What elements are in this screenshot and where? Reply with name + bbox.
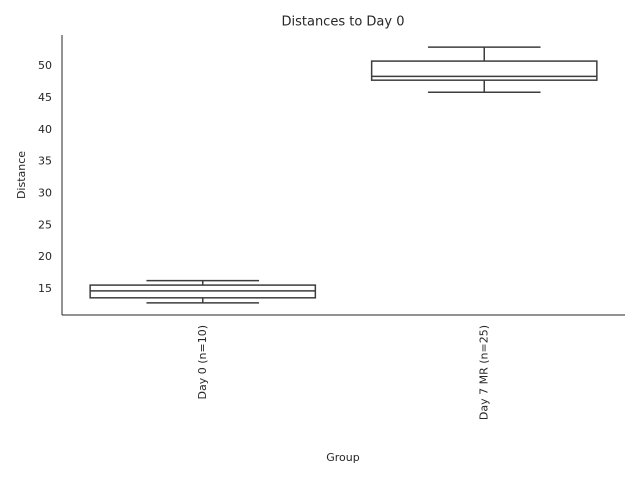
y-tick-label: 15 xyxy=(38,282,52,295)
y-tick-label: 50 xyxy=(38,59,52,72)
x-tick-label: Day 0 (n=10) xyxy=(196,325,209,399)
box xyxy=(370,60,598,81)
x-tick-label: Day 7 MR (n=25) xyxy=(477,325,490,420)
y-axis-label: Distance xyxy=(15,151,28,199)
y-tick-label: 35 xyxy=(38,155,52,168)
y-tick-label: 40 xyxy=(38,123,52,136)
y-tick-label: 45 xyxy=(38,91,52,104)
chart-title: Distances to Day 0 xyxy=(281,15,404,30)
x-axis-label: Group xyxy=(326,451,360,464)
y-tick-label: 30 xyxy=(38,186,52,199)
y-tick-label: 25 xyxy=(38,218,52,231)
y-tick-label: 20 xyxy=(38,250,52,263)
